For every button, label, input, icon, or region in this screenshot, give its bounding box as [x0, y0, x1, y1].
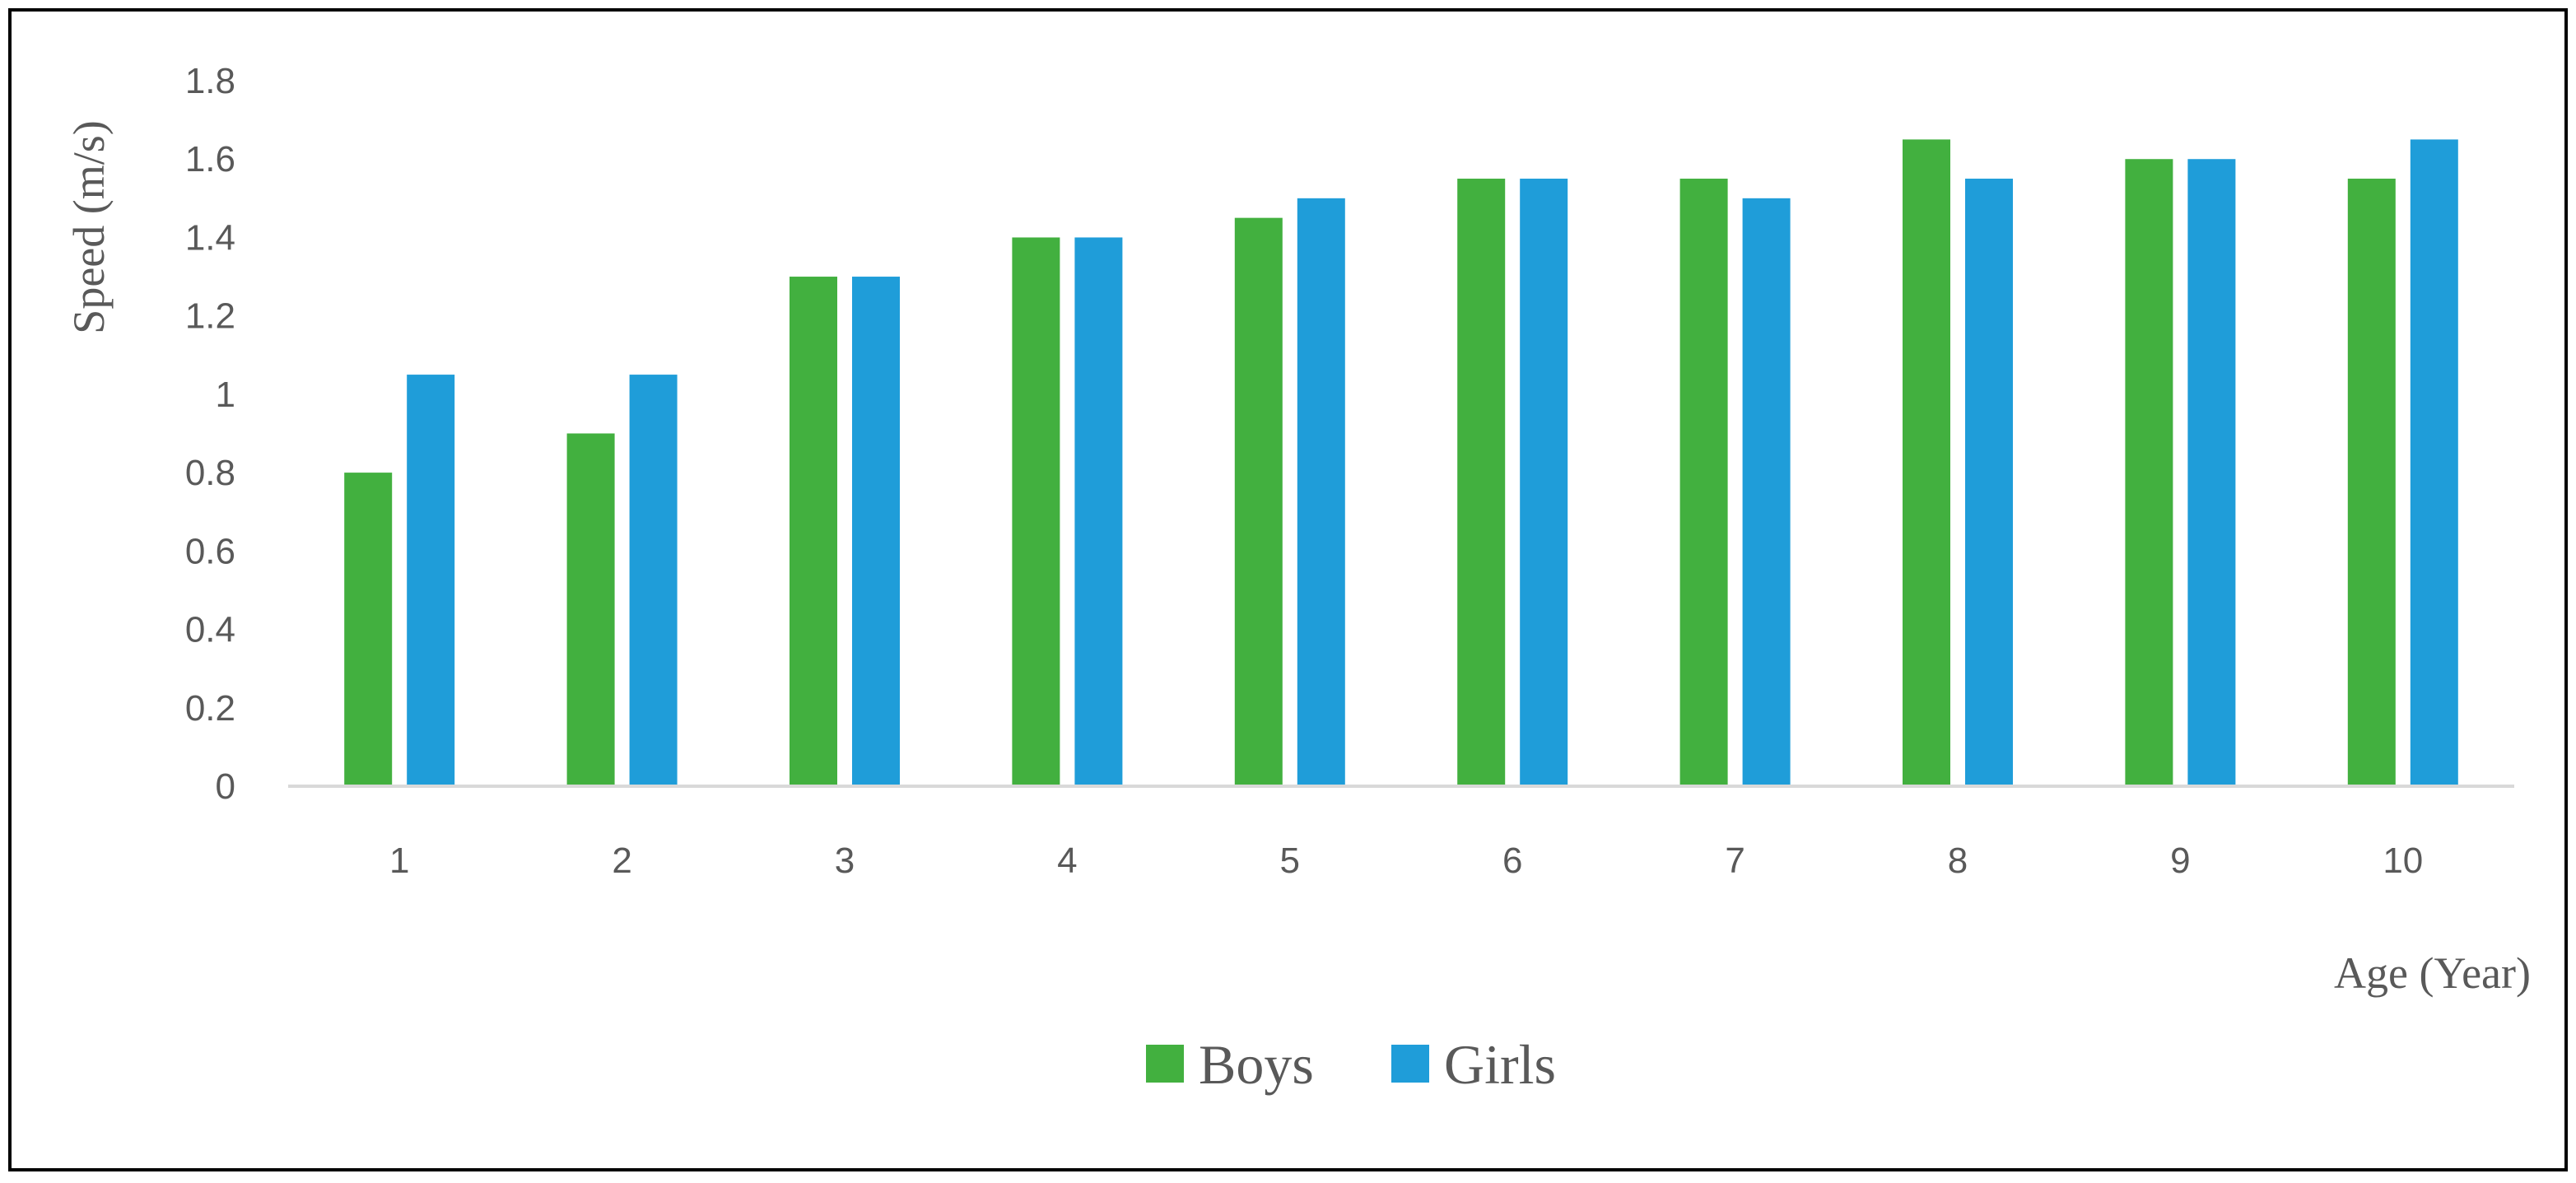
y-tick-label: 1.8 [185, 61, 235, 101]
y-tick-label: 1.4 [185, 217, 235, 258]
bar-girls-5 [1297, 198, 1345, 787]
bar-boys-5 [1234, 217, 1283, 786]
bar-boys-4 [1012, 237, 1060, 786]
bars-group [344, 139, 2458, 787]
chart-frame: 0 0.2 0.4 0.6 0.8 1 1.2 1.4 1.6 1.8 1 2 3 4 5 6 7 8 9 10 S… [8, 8, 2568, 1171]
y-tick-label: 0.4 [185, 610, 235, 650]
x-tick-label: 9 [2170, 841, 2190, 881]
bar-boys-9 [2125, 159, 2173, 786]
x-axis-title: Age (Year) [2334, 948, 2531, 998]
bar-girls-4 [1074, 237, 1123, 786]
bar-boys-6 [1457, 179, 1506, 786]
legend-label-boys: Boys [1199, 1033, 1314, 1096]
x-tick-labels: 1 2 3 4 5 6 7 8 9 10 [389, 841, 2423, 881]
y-axis-title: Speed (m/s) [64, 120, 114, 333]
y-tick-label: 0.6 [185, 531, 235, 571]
legend-swatch-girls [1391, 1045, 1429, 1083]
y-tick-labels: 0 0.2 0.4 0.6 0.8 1 1.2 1.4 1.6 1.8 [185, 61, 235, 807]
x-tick-label: 7 [1725, 841, 1745, 881]
x-tick-label: 6 [1502, 841, 1522, 881]
bar-boys-3 [790, 277, 837, 786]
legend-swatch-boys [1146, 1045, 1184, 1083]
x-tick-label: 10 [2383, 841, 2423, 881]
bar-boys-2 [566, 433, 615, 786]
legend: Boys Girls [1146, 1033, 1556, 1096]
bar-boys-10 [2347, 179, 2396, 786]
y-tick-label: 0 [216, 766, 235, 807]
bar-girls-1 [407, 375, 455, 786]
x-tick-label: 4 [1057, 841, 1077, 881]
y-tick-label: 0.2 [185, 688, 235, 729]
y-tick-label: 1.2 [185, 296, 235, 337]
bar-girls-10 [2410, 139, 2458, 786]
bar-girls-2 [629, 375, 678, 786]
legend-label-girls: Girls [1444, 1033, 1556, 1096]
bar-girls-6 [1520, 179, 1568, 786]
bar-boys-8 [1903, 139, 1950, 786]
x-tick-label: 5 [1280, 841, 1300, 881]
y-tick-label: 1.6 [185, 139, 235, 179]
bar-girls-9 [2187, 159, 2236, 786]
x-tick-label: 2 [612, 841, 631, 881]
bar-girls-8 [1965, 179, 2013, 786]
y-tick-label: 0.8 [185, 453, 235, 493]
bar-chart: 0 0.2 0.4 0.6 0.8 1 1.2 1.4 1.6 1.8 1 2 3 4 5 6 7 8 9 10 S… [64, 61, 2531, 1096]
x-tick-label: 8 [1948, 841, 1968, 881]
y-tick-label: 1 [216, 375, 235, 415]
x-tick-label: 1 [389, 841, 409, 881]
bar-boys-7 [1679, 179, 1728, 786]
bar-girls-7 [1742, 198, 1791, 787]
bar-boys-1 [344, 473, 393, 786]
x-tick-label: 3 [835, 841, 855, 881]
bar-girls-3 [852, 277, 900, 786]
